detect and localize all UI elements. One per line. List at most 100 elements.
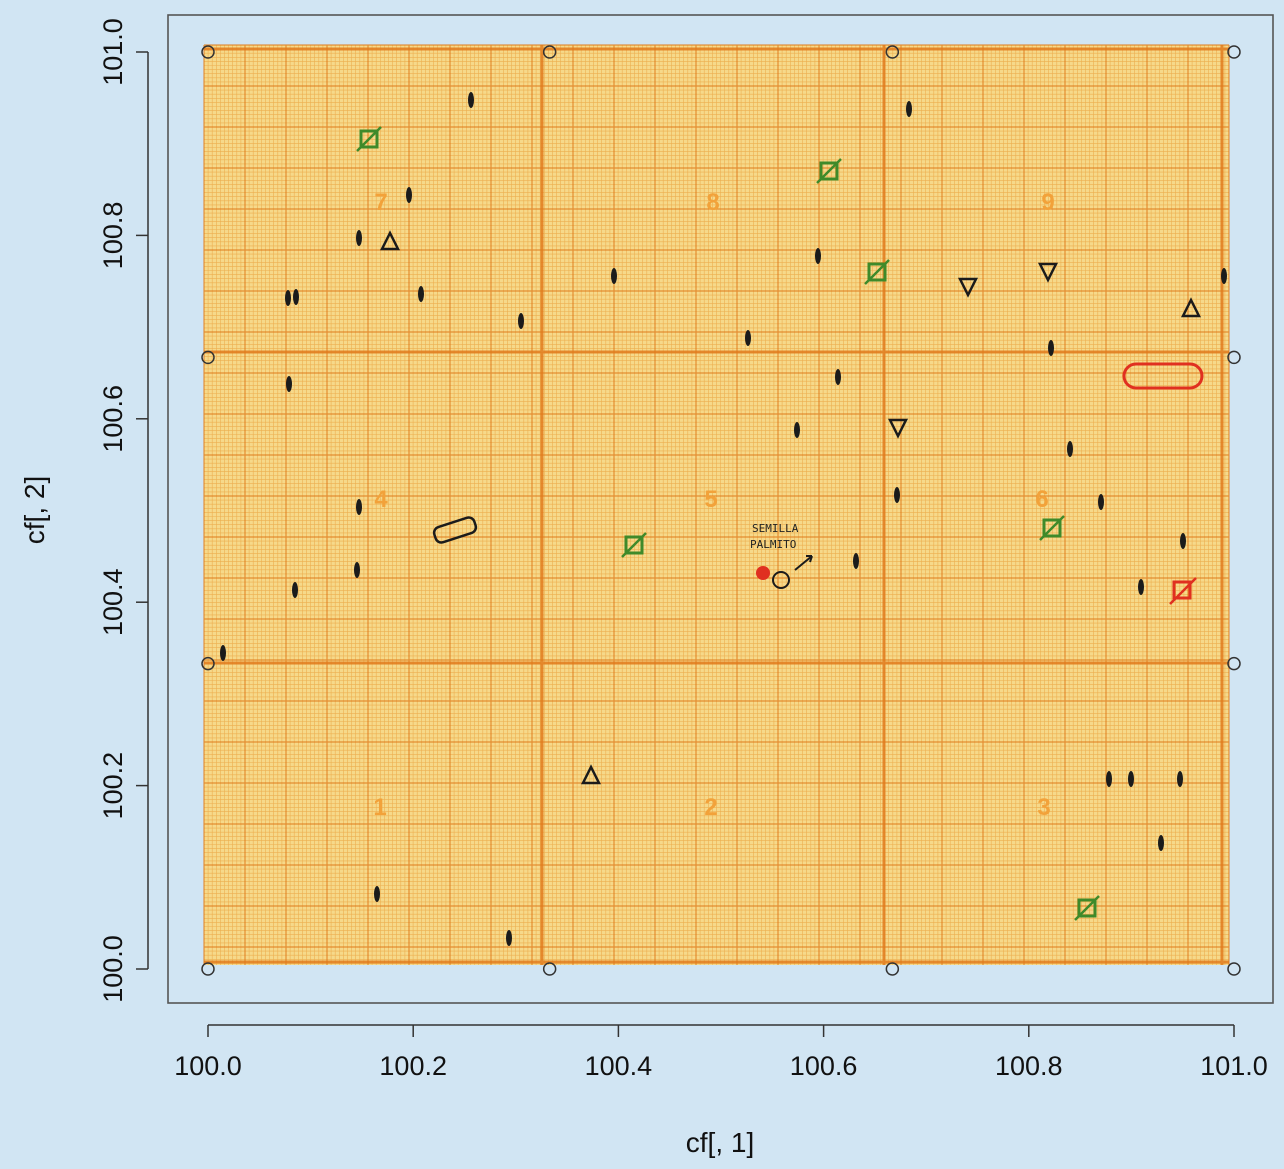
ink-scribble — [432, 516, 478, 544]
green-slash — [864, 259, 890, 285]
ink-dot — [506, 930, 512, 946]
green-slash — [1039, 515, 1065, 541]
zone-number: 8 — [706, 189, 719, 216]
ink-dot — [815, 248, 821, 264]
plot-frame — [167, 14, 1274, 1004]
note-arrow — [794, 555, 813, 571]
data-point — [1227, 45, 1241, 59]
data-point — [201, 45, 215, 59]
green-slash — [356, 126, 382, 152]
data-point — [1227, 350, 1241, 365]
zone-number: 7 — [374, 189, 387, 216]
y-tick-label: 101.0 — [98, 18, 128, 86]
y-tick-label: 100.4 — [98, 568, 128, 636]
ink-dot — [1221, 268, 1227, 284]
ink-dot — [518, 313, 524, 329]
zone-number: 3 — [1037, 794, 1050, 821]
ink-dot — [1128, 771, 1134, 787]
ink-triangle — [887, 418, 909, 439]
ink-dot — [220, 645, 226, 661]
hand-drawn-markers — [220, 92, 1227, 946]
green-square — [819, 161, 839, 181]
ink-dot — [906, 101, 912, 117]
green-square — [1077, 898, 1097, 918]
green-slash — [621, 532, 647, 558]
note-line-2: PALMITO — [750, 538, 796, 551]
zone-number: 6 — [1035, 486, 1048, 513]
ink-dot — [374, 886, 380, 902]
x-tick-label: 100.4 — [585, 1051, 653, 1081]
paper-cm-grid — [203, 44, 1230, 965]
ink-dot — [745, 330, 751, 346]
red-slash — [1169, 577, 1197, 605]
ink-dot — [1180, 533, 1186, 549]
ink-triangle — [1180, 297, 1202, 318]
green-slash — [1074, 895, 1100, 921]
data-point — [201, 656, 215, 671]
ink-dot — [835, 369, 841, 385]
ink-dot — [406, 187, 412, 203]
ink-dot — [1048, 340, 1054, 356]
ink-dot — [286, 376, 292, 392]
ink-dot — [1158, 835, 1164, 851]
data-point — [201, 350, 215, 365]
x-tick-label: 100.6 — [790, 1051, 858, 1081]
red-oval — [1122, 362, 1204, 390]
paper-fine-grid — [204, 45, 1229, 965]
ink-dot — [1177, 771, 1183, 787]
ink-dot — [285, 290, 291, 306]
red-dot — [756, 566, 770, 580]
ink-dot — [292, 582, 298, 598]
ink-dot — [1106, 771, 1112, 787]
ink-dot — [894, 487, 900, 503]
handwritten-note: SEMILLA PALMITO — [750, 522, 799, 551]
ink-dot — [468, 92, 474, 108]
data-point — [885, 962, 900, 976]
note-circle — [772, 571, 790, 589]
x-tick-label: 100.8 — [995, 1051, 1063, 1081]
data-point — [542, 962, 557, 976]
ink-dot — [354, 562, 360, 578]
data-point — [542, 45, 557, 59]
zone-number: 4 — [374, 486, 388, 513]
ink-dot — [853, 553, 859, 569]
note-line-1: SEMILLA — [752, 522, 799, 535]
paper-section-lines — [204, 45, 1229, 965]
zone-number: 2 — [704, 794, 717, 821]
zone-number: 5 — [704, 486, 717, 513]
axes: 100.0 100.2 100.4 100.6 100.8 101.0 100.0 100.2… — [98, 18, 1268, 1081]
ink-dot — [356, 499, 362, 515]
ink-dot — [611, 268, 617, 284]
x-tick-label: 101.0 — [1200, 1051, 1268, 1081]
y-tick-label: 100.0 — [98, 935, 128, 1003]
data-point — [1227, 656, 1241, 671]
data-points — [201, 45, 1241, 976]
green-square — [359, 129, 379, 149]
data-point — [885, 45, 900, 59]
green-square — [867, 262, 887, 282]
x-tick-label: 100.2 — [379, 1051, 447, 1081]
ink-dot — [1138, 579, 1144, 595]
green-square — [624, 535, 644, 555]
ink-dot — [293, 289, 299, 305]
ink-dot — [794, 422, 800, 438]
zone-number-labels: 1 2 3 4 5 6 7 8 9 — [373, 189, 1054, 821]
ink-triangle — [379, 230, 401, 251]
zone-number: 1 — [373, 794, 386, 821]
data-point — [201, 962, 215, 976]
graph-paper-background — [203, 44, 1230, 965]
y-tick-label: 100.8 — [98, 202, 128, 270]
green-square — [1042, 518, 1062, 538]
x-axis-label: cf[, 1] — [686, 1127, 754, 1158]
ink-dot — [356, 230, 362, 246]
y-axis-label: cf[, 2] — [19, 476, 50, 544]
zone-number: 9 — [1041, 189, 1054, 216]
data-point — [1227, 962, 1241, 976]
ink-dot — [1098, 494, 1104, 510]
ink-triangle — [957, 277, 979, 298]
green-slash — [816, 158, 842, 184]
y-tick-label: 100.2 — [98, 752, 128, 820]
ink-triangle — [1037, 262, 1059, 283]
ink-triangle — [580, 764, 602, 785]
